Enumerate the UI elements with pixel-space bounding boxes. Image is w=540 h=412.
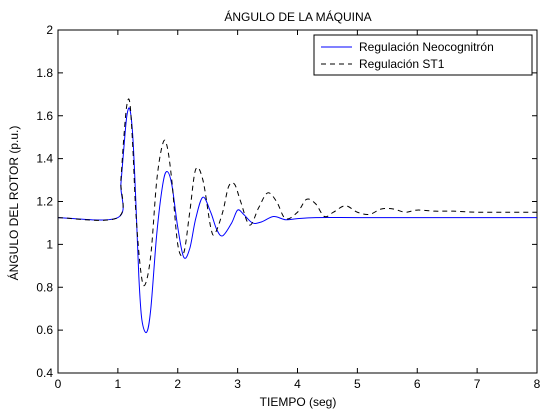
chart-title: ÁNGULO DE LA MÁQUINA [224,9,371,24]
x-tick-label: 8 [534,377,540,391]
y-tick-label: 1.6 [36,109,53,123]
legend-label-st1: Regulación ST1 [359,57,445,71]
plot-area: 0 1 2 3 4 5 6 7 8 0.4 0.6 0.8 1 1.2 1.4 1.6 1.8 2 Regulaci… [36,23,540,391]
y-tick-label: 1.2 [36,195,53,209]
y-tick-label: 1 [46,237,53,251]
y-tick-label: 0.8 [36,280,53,294]
y-tick-label: 0.6 [36,323,53,337]
x-tick-label: 3 [234,377,241,391]
axes-box [58,30,537,373]
y-axis-title: ÁNGULO DEL ROTOR (p.u.) [6,126,21,281]
x-axis-title: TIEMPO (seg) [260,395,337,409]
y-tick-label: 1.4 [36,152,53,166]
y-tick-label: 0.4 [36,366,53,380]
x-tick-label: 4 [294,377,301,391]
x-tick-label: 5 [354,377,361,391]
x-tick-label: 0 [55,377,62,391]
x-tick-label: 2 [174,377,181,391]
x-tick-label: 7 [474,377,481,391]
y-tick-label: 2 [46,23,53,37]
x-tick-label: 1 [115,377,122,391]
y-tick-label: 1.8 [36,66,53,80]
legend-label-neocognitron: Regulación Neocognitrón [359,40,494,54]
x-tick-label: 6 [414,377,421,391]
